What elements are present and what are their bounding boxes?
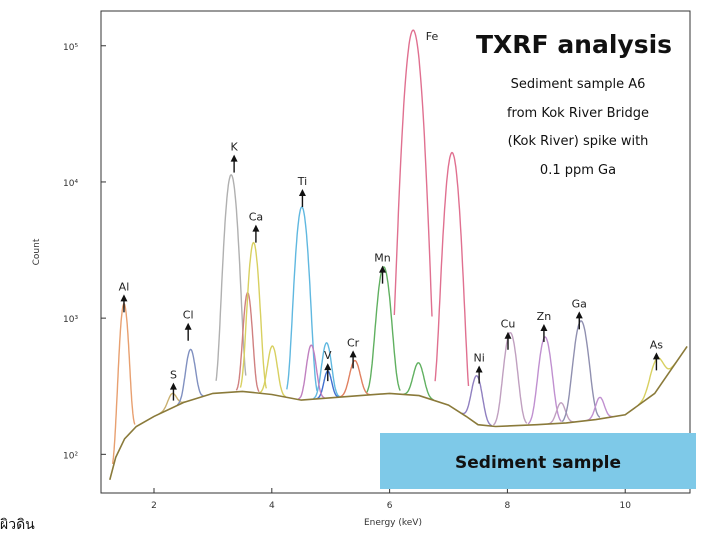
subtitle-line-3: (Kok River) spike with bbox=[508, 134, 649, 149]
peak-zn bbox=[527, 336, 562, 425]
label-ti: Ti bbox=[297, 175, 307, 188]
label-as: As bbox=[650, 338, 664, 351]
corner-thai-text: ผิวดิน bbox=[0, 517, 35, 533]
arrowhead-k bbox=[230, 154, 238, 162]
subtitle-line-2: from Kok River Bridge bbox=[507, 106, 649, 121]
x-axis-label: Energy (keV) bbox=[364, 518, 422, 528]
peak-k-β bbox=[235, 291, 260, 392]
y-tick-label: 10⁵ bbox=[63, 43, 78, 53]
sample-banner-text: Sediment sample bbox=[455, 453, 621, 473]
label-cl: Cl bbox=[183, 309, 194, 322]
peak-mn bbox=[366, 266, 401, 393]
x-tick-label: 2 bbox=[151, 501, 157, 511]
x-axis: 2 4 6 8 10 bbox=[151, 488, 631, 511]
peak-cu-β bbox=[547, 402, 575, 425]
arrowhead-cr bbox=[349, 350, 357, 358]
label-fe: Fe bbox=[426, 30, 439, 43]
peak-zn-β bbox=[586, 396, 614, 422]
peak-cu bbox=[492, 331, 528, 426]
label-ni: Ni bbox=[473, 352, 484, 365]
label-s: S bbox=[170, 369, 177, 382]
peak-labels: Al S Cl K Ca Ti V Cr Mn Fe Ni Cu Zn Ga As bbox=[119, 30, 664, 401]
arrowhead-v bbox=[324, 363, 332, 371]
arrowhead-ga bbox=[575, 311, 583, 319]
peak-ca-β bbox=[259, 345, 287, 398]
arrowhead-cu bbox=[504, 331, 512, 339]
label-mn: Mn bbox=[374, 252, 390, 265]
arrowhead-ni bbox=[475, 365, 483, 373]
arrowhead-zn bbox=[540, 323, 548, 331]
background-curve bbox=[109, 345, 688, 481]
peak-series bbox=[109, 29, 688, 481]
arrowhead-mn bbox=[379, 265, 387, 273]
arrowhead-s bbox=[169, 382, 177, 390]
label-ca: Ca bbox=[249, 211, 263, 224]
x-tick-label: 4 bbox=[269, 501, 275, 511]
y-tick-label: 10² bbox=[63, 451, 78, 461]
plot-frame bbox=[100, 10, 691, 494]
arrowhead-ca bbox=[252, 224, 260, 232]
label-cr: Cr bbox=[347, 336, 360, 349]
y-tick-label: 10⁴ bbox=[63, 179, 78, 189]
arrowhead-ti bbox=[298, 188, 306, 196]
peak-fe bbox=[393, 29, 433, 317]
label-k: K bbox=[231, 141, 239, 154]
y-axis: 10² 10³ 10⁴ 10⁵ bbox=[63, 43, 106, 461]
y-tick-label: 10³ bbox=[63, 315, 78, 325]
label-cu: Cu bbox=[501, 318, 516, 331]
arrowhead-as bbox=[652, 352, 660, 360]
peak-ga bbox=[561, 320, 601, 423]
peak-cl bbox=[176, 348, 204, 406]
peak-ca bbox=[239, 241, 267, 389]
x-tick-label: 8 bbox=[505, 501, 511, 511]
peak-s bbox=[158, 392, 186, 415]
subtitle-line-4: 0.1 ppm Ga bbox=[540, 163, 616, 178]
peak-ni bbox=[461, 375, 493, 427]
peak-fe-β bbox=[434, 151, 470, 387]
peak-ba bbox=[297, 344, 325, 400]
x-tick-label: 6 bbox=[387, 501, 393, 511]
peak-cr bbox=[339, 359, 371, 398]
label-v: V bbox=[324, 349, 332, 362]
peak-ti-β bbox=[313, 342, 341, 400]
arrowhead-cl bbox=[184, 322, 192, 330]
x-tick-label: 10 bbox=[619, 501, 631, 511]
label-zn: Zn bbox=[537, 310, 552, 323]
peak-ti bbox=[286, 206, 318, 391]
peak-k bbox=[215, 173, 247, 381]
chart-title: TXRF analysis bbox=[476, 30, 672, 59]
peak-mn-β bbox=[403, 362, 434, 401]
subtitle-line-1: Sediment sample A6 bbox=[511, 77, 646, 92]
arrowhead-al bbox=[120, 294, 128, 302]
y-axis-label: Count bbox=[32, 238, 42, 265]
label-al: Al bbox=[119, 280, 130, 293]
label-ga: Ga bbox=[572, 297, 587, 310]
sample-banner bbox=[380, 433, 696, 489]
